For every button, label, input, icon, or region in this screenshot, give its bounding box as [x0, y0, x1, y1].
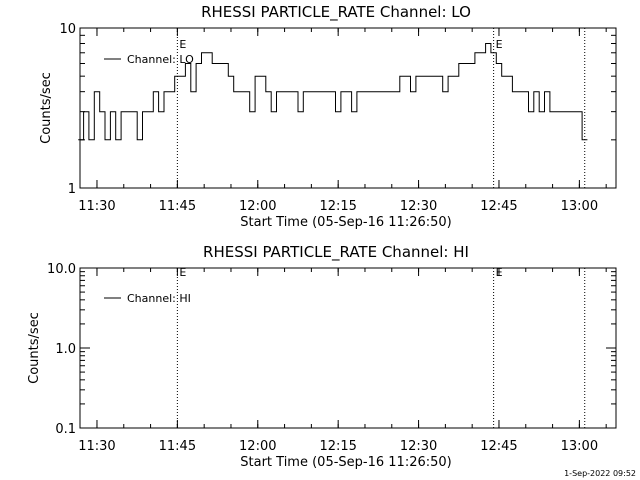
event-marker-label: E	[496, 38, 503, 51]
y-tick-label: 10	[59, 22, 76, 37]
x-tick-label: 12:15	[319, 439, 356, 454]
x-tick-label: 12:30	[400, 199, 437, 214]
y-tick-label: 0.1	[55, 422, 76, 437]
y-tick-label: 1	[68, 182, 76, 197]
x-tick-label: 12:45	[480, 439, 517, 454]
legend-label: Channel: LO	[127, 53, 194, 66]
panel-lo: RHESSI PARTICLE_RATE Channel: LO 11:30 11:…	[39, 3, 617, 230]
x-axis-label: Start Time (05-Sep-16 11:26:50)	[240, 455, 451, 470]
x-tick-label: 12:00	[239, 439, 276, 454]
y-axis-label: Counts/sec	[27, 312, 42, 384]
x-tick-label: 11:45	[159, 199, 196, 214]
footer-timestamp: 1-Sep-2022 09:52	[564, 469, 636, 478]
plot-frame	[79, 27, 617, 189]
event-marker-label: E	[496, 266, 503, 279]
x-tick-label: 11:45	[159, 439, 196, 454]
x-axis-label: Start Time (05-Sep-16 11:26:50)	[240, 215, 451, 230]
y-tick-label: 1.0	[55, 342, 76, 357]
x-tick-label: 12:45	[480, 199, 517, 214]
x-tick-label: 12:15	[319, 199, 356, 214]
event-marker-label: E	[179, 266, 186, 279]
y-axis-label: Counts/sec	[39, 72, 54, 144]
x-tick-label: 12:00	[239, 199, 276, 214]
legend-label: Channel: HI	[127, 292, 191, 305]
x-tick-label: 13:00	[561, 199, 598, 214]
chart-title: RHESSI PARTICLE_RATE Channel: HI	[203, 243, 469, 262]
x-tick-label: 13:00	[561, 439, 598, 454]
series-line	[78, 43, 588, 141]
x-tick-label: 11:30	[78, 199, 115, 214]
panel-hi: RHESSI PARTICLE_RATE Channel: HI 11:30 11:…	[27, 243, 617, 470]
y-tick-label: 10.0	[47, 262, 76, 277]
x-tick-label: 11:30	[78, 439, 115, 454]
chart-title: RHESSI PARTICLE_RATE Channel: LO	[201, 3, 471, 22]
event-marker-label: E	[179, 38, 186, 51]
x-tick-label: 12:30	[400, 439, 437, 454]
